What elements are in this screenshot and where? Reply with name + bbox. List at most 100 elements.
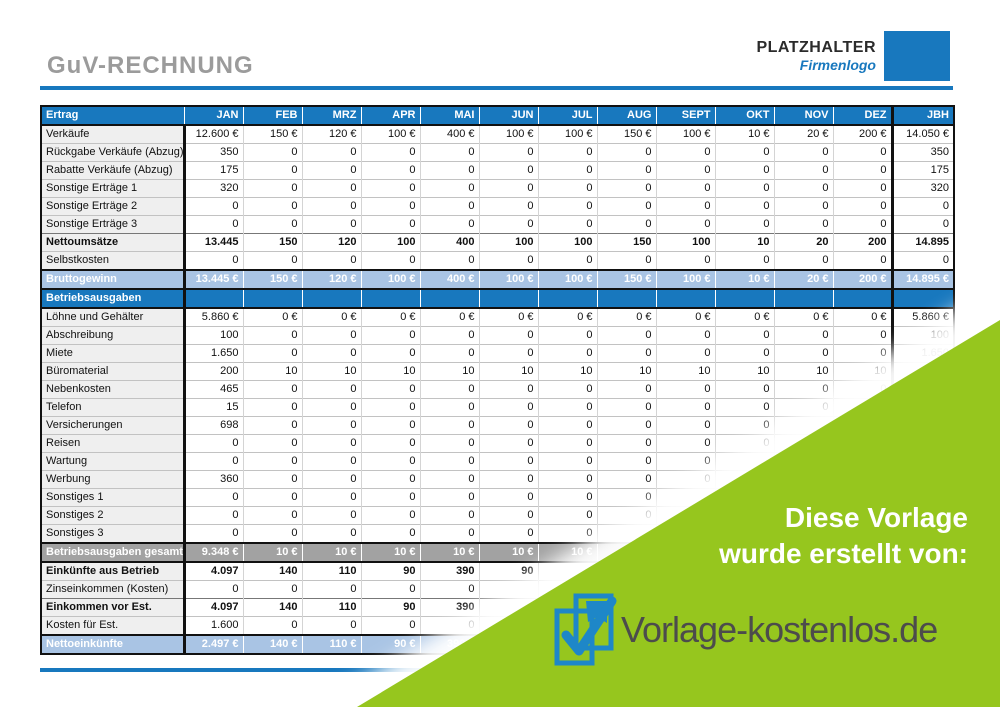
table-cell: 12.600 € [183, 124, 243, 144]
table-cell: 10 € [242, 542, 302, 563]
table-cell: 0 [773, 380, 833, 399]
table-cell: 0 [478, 524, 538, 543]
table-cell [832, 288, 892, 309]
brand-logo[interactable]: Vorlage-kostenlos.de [553, 592, 938, 668]
table-cell: 4.097 [183, 561, 243, 581]
table-cell: 10 [301, 362, 361, 381]
table-cell: 0 [419, 416, 479, 435]
table-cell: 0 [596, 179, 656, 198]
column-header: SEPT [655, 106, 715, 126]
table-cell: 0 [537, 143, 597, 162]
table-cell: 0 [773, 143, 833, 162]
row-label: Nebenkosten [41, 380, 186, 399]
table-cell: 0 [183, 215, 243, 234]
table-cell: 140 [242, 598, 302, 617]
row-label: Verkäufe [41, 124, 186, 144]
table-cell: 0 [537, 344, 597, 363]
table-cell: 0 [419, 524, 479, 543]
table-cell: 0 [537, 161, 597, 180]
table-cell: 10 [773, 362, 833, 381]
table-cell: 400 € [419, 269, 479, 290]
table-cell: 110 [301, 561, 361, 581]
table-cell [714, 452, 774, 471]
table-cell: 150 € [596, 269, 656, 290]
row-label: Werbung [41, 470, 186, 489]
table-cell: 350 [890, 143, 954, 162]
table-cell: 150 [242, 233, 302, 252]
table-cell: 0 [301, 398, 361, 417]
table-cell: 0 [714, 179, 774, 198]
table-cell [596, 542, 656, 563]
column-header: OKT [714, 106, 774, 126]
column-header: MRZ [301, 106, 361, 126]
table-cell [655, 542, 715, 563]
table-cell: 0 [655, 179, 715, 198]
table-cell: 4.097 [183, 598, 243, 617]
table-cell: 0 [360, 470, 420, 489]
table-cell: 0 [832, 344, 892, 363]
table-cell: 0 [714, 344, 774, 363]
table-cell: 100 [183, 326, 243, 345]
table-cell: 0 € [832, 307, 892, 327]
table-cell [890, 288, 954, 309]
column-header: MAI [419, 106, 479, 126]
table-cell: 0 [301, 179, 361, 198]
table-cell: 0 [419, 616, 479, 635]
column-header: JBH [890, 106, 954, 126]
row-label: Wartung [41, 452, 186, 471]
table-cell: 0 [242, 470, 302, 489]
table-cell: 0 [655, 452, 715, 471]
table-cell: 0 [832, 179, 892, 198]
row-label: Sonstige Erträge 1 [41, 179, 186, 198]
row-label: Sonstige Erträge 2 [41, 197, 186, 216]
logo-subtitle: Firmenlogo [799, 57, 876, 73]
table-row: Betriebsausgaben [41, 288, 954, 309]
table-cell: 14.895 [890, 233, 954, 252]
table-cell: 0 [478, 470, 538, 489]
table-row: Werbung 360 0 0 0 0 0 0 0 0 [41, 470, 954, 489]
table-cell: 0 [301, 470, 361, 489]
table-cell: 0 [773, 161, 833, 180]
table-cell: 0 [773, 251, 833, 270]
table-cell: 0 [419, 326, 479, 345]
table-cell: 150 € [242, 269, 302, 290]
table-cell: 0 [360, 524, 420, 543]
table-cell: 100 € [655, 124, 715, 144]
table-cell: 140 € [242, 634, 302, 655]
table-row: Sonstige Erträge 1 320 0 0 0 0 0 0 0 0 0 0 0 320 [41, 179, 954, 198]
table-cell: 20 € [773, 269, 833, 290]
row-label: Sonstiges 1 [41, 488, 186, 507]
row-label: Löhne und Gehälter [41, 307, 186, 327]
table-cell [714, 288, 774, 309]
table-cell: 0 [596, 143, 656, 162]
table-cell: 0 [478, 344, 538, 363]
column-header: JUN [478, 106, 538, 126]
table-cell [478, 288, 538, 309]
table-cell: 100 € [478, 269, 538, 290]
table-cell: 0 [537, 524, 597, 543]
table-cell [890, 434, 954, 453]
table-cell: 0 [301, 434, 361, 453]
row-label: Betriebsausgaben gesamt [41, 542, 186, 563]
table-cell: 100 [655, 233, 715, 252]
table-cell [478, 580, 538, 599]
table-cell [832, 470, 892, 489]
table-cell: 0 [832, 251, 892, 270]
table-cell: 0 [242, 580, 302, 599]
table-cell: 0 [360, 398, 420, 417]
table-cell [890, 452, 954, 471]
table-cell: 0 [360, 616, 420, 635]
table-cell [890, 380, 954, 399]
table-cell: 0 [242, 143, 302, 162]
table-cell: 0 [242, 416, 302, 435]
table-cell: 400 € [419, 124, 479, 144]
table-cell: 10 [360, 362, 420, 381]
table-cell [478, 634, 538, 655]
table-cell: 175 [890, 161, 954, 180]
column-header: APR [360, 106, 420, 126]
table-cell: 0 [596, 506, 656, 525]
table-cell: 0 [537, 179, 597, 198]
table-cell [832, 434, 892, 453]
table-cell: 0 [537, 326, 597, 345]
